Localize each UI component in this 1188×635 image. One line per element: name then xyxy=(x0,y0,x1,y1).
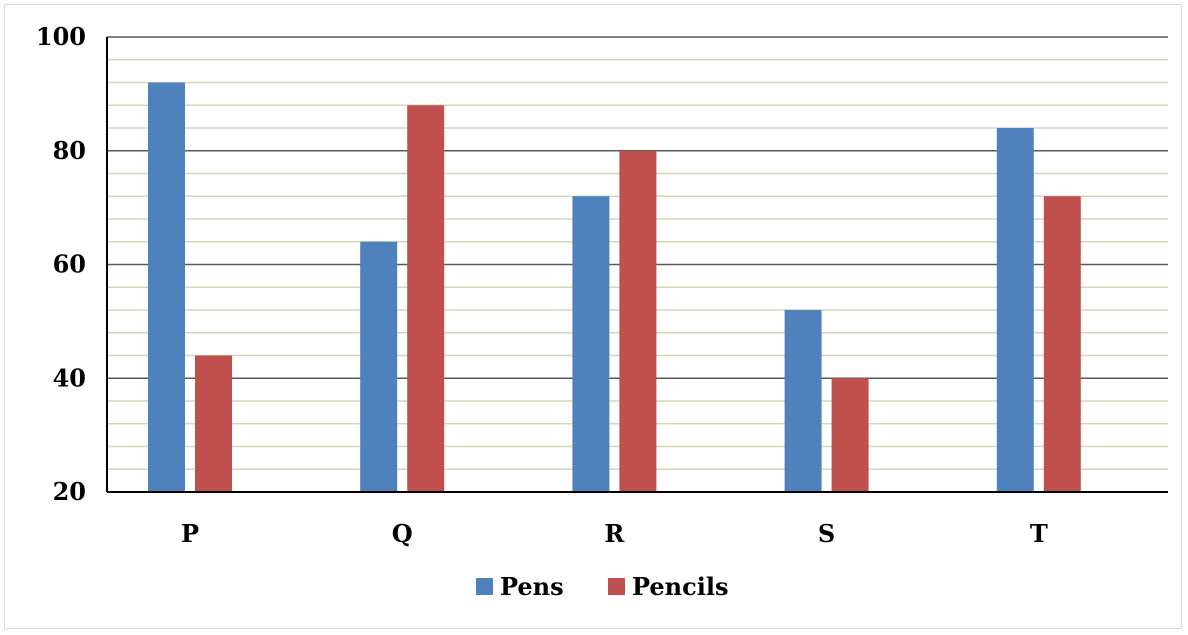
bar-pencils-s xyxy=(831,378,869,492)
x-tick-label: T xyxy=(1030,519,1048,548)
x-tick-label: R xyxy=(604,519,625,548)
x-tick-label: S xyxy=(818,519,835,548)
legend-label-pencils: Pencils xyxy=(632,572,728,601)
bar-pens-s xyxy=(784,310,822,492)
bar-pencils-t xyxy=(1043,196,1081,492)
y-tick-label: 60 xyxy=(53,250,86,279)
bars xyxy=(148,82,1081,492)
y-tick-label: 20 xyxy=(53,477,86,506)
axes xyxy=(106,37,1168,493)
y-tick-labels: 20 40 60 80 100 xyxy=(36,22,86,506)
bar-pens-q xyxy=(360,241,398,492)
x-tick-label: Q xyxy=(392,519,413,548)
bar-pencils-r xyxy=(619,150,657,492)
bar-pens-t xyxy=(996,128,1034,492)
x-tick-labels: P Q R S T xyxy=(181,519,1048,548)
legend-label-pens: Pens xyxy=(500,572,564,601)
bar-pencils-q xyxy=(407,105,445,492)
legend-swatch-pens xyxy=(476,578,493,595)
y-tick-label: 80 xyxy=(53,136,86,165)
x-tick-label: P xyxy=(181,519,199,548)
bar-pencils-p xyxy=(195,355,232,492)
y-tick-label: 40 xyxy=(53,363,86,392)
bar-pens-p xyxy=(148,82,185,492)
legend: Pens Pencils xyxy=(476,572,728,601)
legend-swatch-pencils xyxy=(608,578,625,595)
bar-pens-r xyxy=(572,196,610,492)
y-tick-label: 100 xyxy=(36,22,86,51)
